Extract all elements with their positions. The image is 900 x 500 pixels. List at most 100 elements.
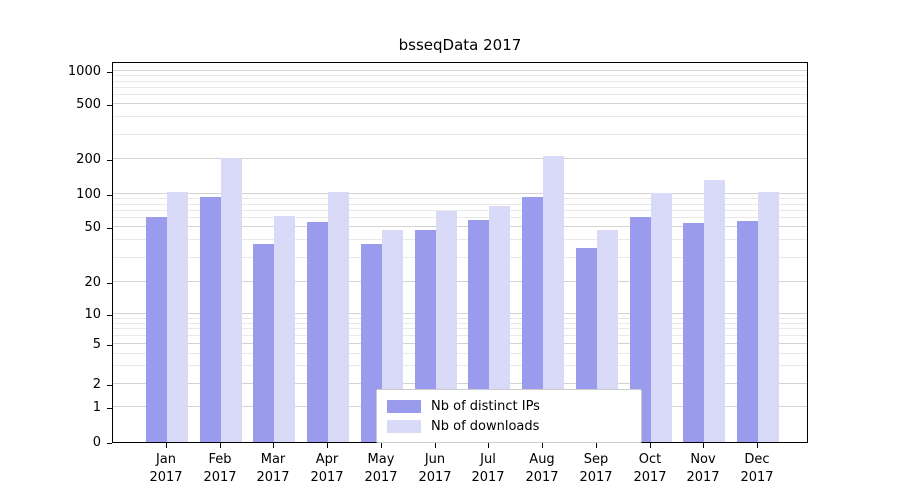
y-tick-mark <box>107 385 112 386</box>
x-tick-mark <box>542 443 543 448</box>
bar-downloads <box>435 211 457 442</box>
chart-title: bsseqData 2017 <box>398 36 522 54</box>
legend-swatch-distinct-ips <box>387 399 421 413</box>
legend-item-downloads: Nb of downloads <box>387 416 631 436</box>
x-axis-label: May 2017 <box>364 452 398 485</box>
legend-label-distinct-ips: Nb of distinct IPs <box>431 398 540 414</box>
x-axis-label: Dec 2017 <box>740 452 774 485</box>
y-tick-label: 2 <box>92 377 101 392</box>
minor-gridline <box>113 80 807 82</box>
bar-downloads <box>220 158 242 442</box>
gridline <box>113 157 807 159</box>
x-axis-label: Mar 2017 <box>256 452 290 485</box>
x-tick-mark <box>381 443 382 448</box>
minor-gridline <box>113 217 807 219</box>
y-tick-mark <box>107 195 112 196</box>
x-tick-mark <box>220 443 221 448</box>
y-tick-mark <box>107 72 112 73</box>
bar-downloads <box>650 193 672 442</box>
minor-gridline <box>113 116 807 118</box>
gridline <box>113 383 807 385</box>
x-tick-mark <box>488 443 489 448</box>
gridline <box>113 226 807 228</box>
y-tick-label: 0 <box>92 435 101 450</box>
x-axis-label: Nov 2017 <box>686 452 720 485</box>
x-tick-mark <box>596 443 597 448</box>
bar-downloads <box>328 192 350 442</box>
x-axis-label: Jan 2017 <box>149 452 183 485</box>
x-tick-mark <box>650 443 651 448</box>
y-tick-label: 20 <box>84 275 101 290</box>
y-tick-label: 1000 <box>67 64 101 79</box>
bar-downloads <box>543 156 565 442</box>
x-axis-label: Aug 2017 <box>525 452 559 485</box>
minor-gridline <box>113 198 807 200</box>
gridline <box>113 192 807 194</box>
y-tick-mark <box>107 105 112 106</box>
y-tick-label: 1 <box>92 400 101 415</box>
y-tick-mark <box>107 345 112 346</box>
y-tick-mark <box>107 283 112 284</box>
minor-gridline <box>113 335 807 337</box>
x-tick-mark <box>703 443 704 448</box>
bar-distinct-ips <box>253 244 275 442</box>
x-tick-mark <box>327 443 328 448</box>
minor-gridline <box>113 239 807 241</box>
gridline <box>113 103 807 105</box>
gridline <box>113 280 807 282</box>
bar-distinct-ips <box>737 221 759 442</box>
y-tick-mark <box>107 228 112 229</box>
minor-gridline <box>113 317 807 319</box>
y-tick-label: 50 <box>84 220 101 235</box>
x-tick-mark <box>435 443 436 448</box>
bar-distinct-ips <box>629 217 651 442</box>
bar-distinct-ips <box>683 223 705 442</box>
minor-gridline <box>113 74 807 76</box>
x-tick-mark <box>757 443 758 448</box>
y-tick-mark <box>107 315 112 316</box>
y-tick-mark <box>107 443 112 444</box>
legend-item-distinct-ips: Nb of distinct IPs <box>387 396 631 416</box>
minor-gridline <box>113 133 807 135</box>
minor-gridline <box>113 328 807 330</box>
gridline <box>113 312 807 314</box>
y-tick-label: 100 <box>76 187 101 202</box>
bar-downloads <box>166 192 188 442</box>
gridline <box>113 69 807 71</box>
minor-gridline <box>113 256 807 258</box>
minor-gridline <box>113 365 807 367</box>
legend: Nb of distinct IPs Nb of downloads <box>376 389 642 443</box>
minor-gridline <box>113 210 807 212</box>
bar-distinct-ips <box>199 197 221 442</box>
y-tick-label: 10 <box>84 307 101 322</box>
bar-downloads <box>274 216 296 442</box>
legend-swatch-downloads <box>387 419 421 433</box>
x-axis-label: Apr 2017 <box>310 452 344 485</box>
y-tick-label: 5 <box>92 337 101 352</box>
y-tick-mark <box>107 160 112 161</box>
bar-distinct-ips <box>522 197 544 442</box>
bar-downloads <box>489 206 511 442</box>
bar-distinct-ips <box>468 220 490 442</box>
minor-gridline <box>113 352 807 354</box>
x-axis-label: Jun 2017 <box>418 452 452 485</box>
x-axis-label: Sep 2017 <box>579 452 613 485</box>
minor-gridline <box>113 322 807 324</box>
bar-downloads <box>758 192 780 442</box>
y-tick-label: 500 <box>76 97 101 112</box>
bar-distinct-ips <box>145 217 167 442</box>
x-axis-label: Jul 2017 <box>471 452 505 485</box>
bar-distinct-ips <box>307 222 329 442</box>
legend-label-downloads: Nb of downloads <box>431 418 540 434</box>
minor-gridline <box>113 203 807 205</box>
y-tick-label: 200 <box>76 152 101 167</box>
x-tick-mark <box>166 443 167 448</box>
plot-area: Nb of distinct IPs Nb of downloads <box>112 62 808 443</box>
x-axis-label: Feb 2017 <box>203 452 237 485</box>
x-tick-mark <box>273 443 274 448</box>
bar-downloads <box>704 180 726 442</box>
x-axis-label: Oct 2017 <box>633 452 667 485</box>
y-tick-mark <box>107 408 112 409</box>
gridline <box>113 343 807 345</box>
